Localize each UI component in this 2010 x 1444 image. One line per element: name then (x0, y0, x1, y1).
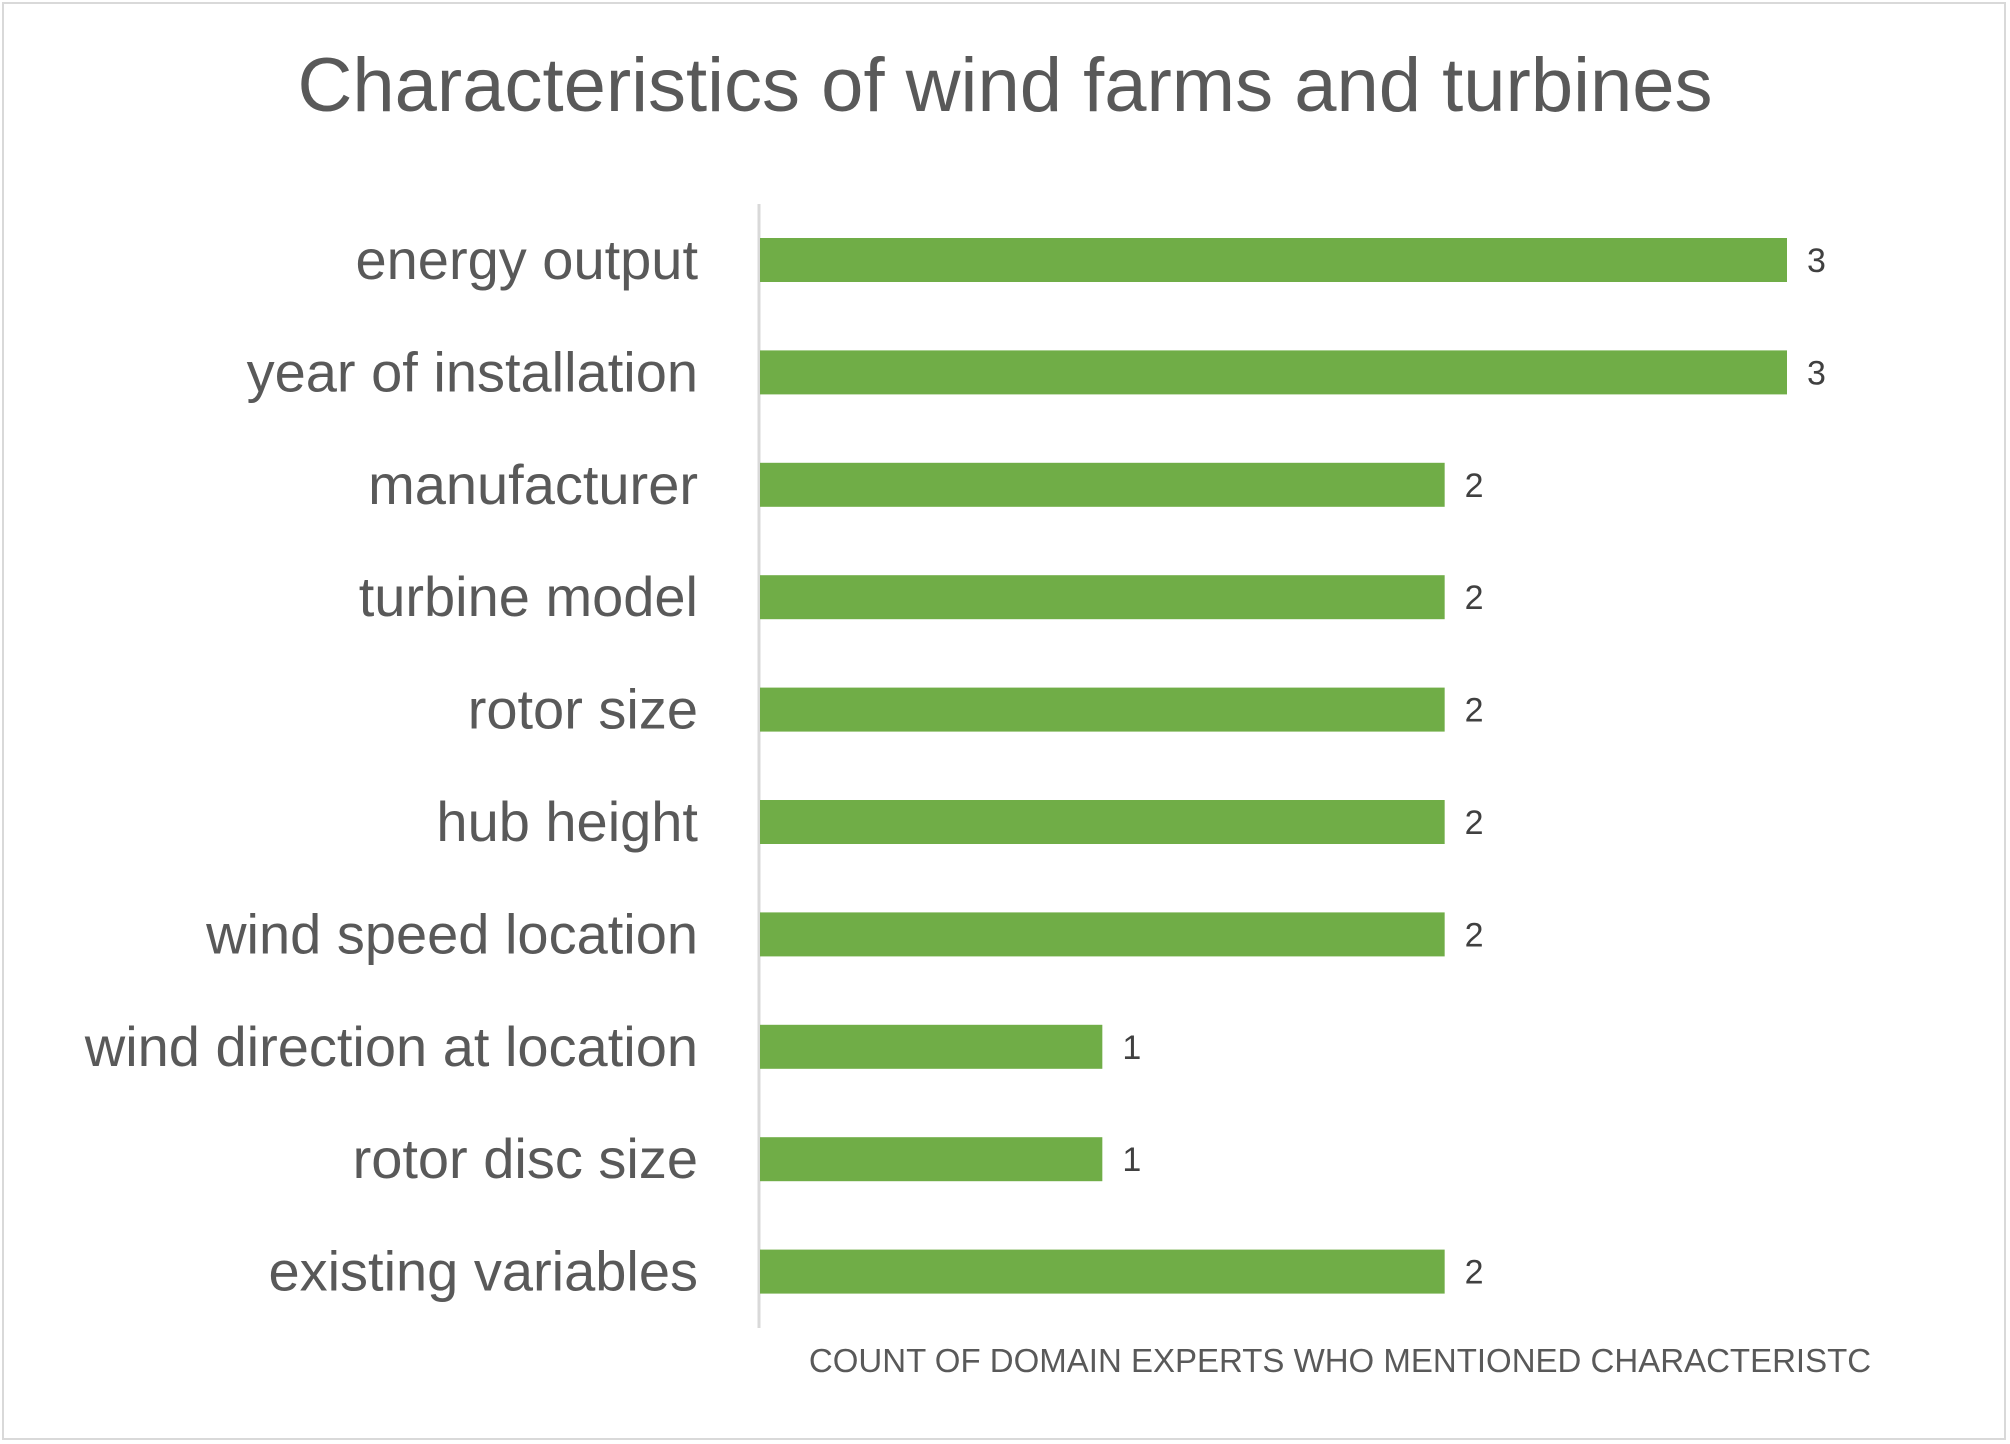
value-label-6: 2 (1465, 916, 1484, 954)
value-labels-group: 3 3 2 2 2 2 2 1 1 2 (1122, 242, 1826, 1292)
category-label-1: year of installation (247, 340, 698, 403)
bar-4 (760, 687, 1445, 732)
category-label-0: energy output (356, 228, 699, 291)
value-label-2: 2 (1465, 467, 1484, 505)
category-label-7: wind direction at location (84, 1015, 698, 1078)
category-label-3: turbine model (359, 565, 698, 628)
category-label-8: rotor disc size (353, 1127, 698, 1190)
bar-9 (760, 1249, 1445, 1294)
x-axis-title: COUNT OF DOMAIN EXPERTS WHO MENTIONED CH… (809, 1342, 1871, 1379)
bar-0 (760, 238, 1787, 282)
value-label-1: 3 (1807, 354, 1826, 392)
value-label-4: 2 (1465, 692, 1484, 730)
value-label-5: 2 (1465, 804, 1484, 842)
bar-6 (760, 912, 1445, 957)
value-label-3: 2 (1465, 579, 1484, 617)
category-label-5: hub height (436, 790, 698, 853)
chart-title: Characteristics of wind farms and turbin… (297, 43, 1713, 128)
category-label-4: rotor size (468, 678, 698, 741)
bar-5 (760, 800, 1445, 844)
bar-8 (760, 1137, 1103, 1182)
bar-1 (760, 350, 1787, 395)
bar-2 (760, 462, 1445, 507)
category-labels-group: energy output year of installation manufac… (84, 228, 699, 1303)
category-label-6: wind speed location (205, 902, 698, 965)
category-label-2: manufacturer (368, 453, 698, 516)
bar-3 (760, 575, 1445, 620)
value-label-8: 1 (1122, 1141, 1141, 1179)
value-label-9: 2 (1465, 1254, 1484, 1292)
value-label-7: 1 (1122, 1029, 1141, 1067)
bar-7 (760, 1024, 1103, 1069)
value-label-0: 3 (1807, 242, 1826, 280)
category-label-9: existing variables (268, 1240, 698, 1303)
bars-group (760, 238, 1787, 1294)
